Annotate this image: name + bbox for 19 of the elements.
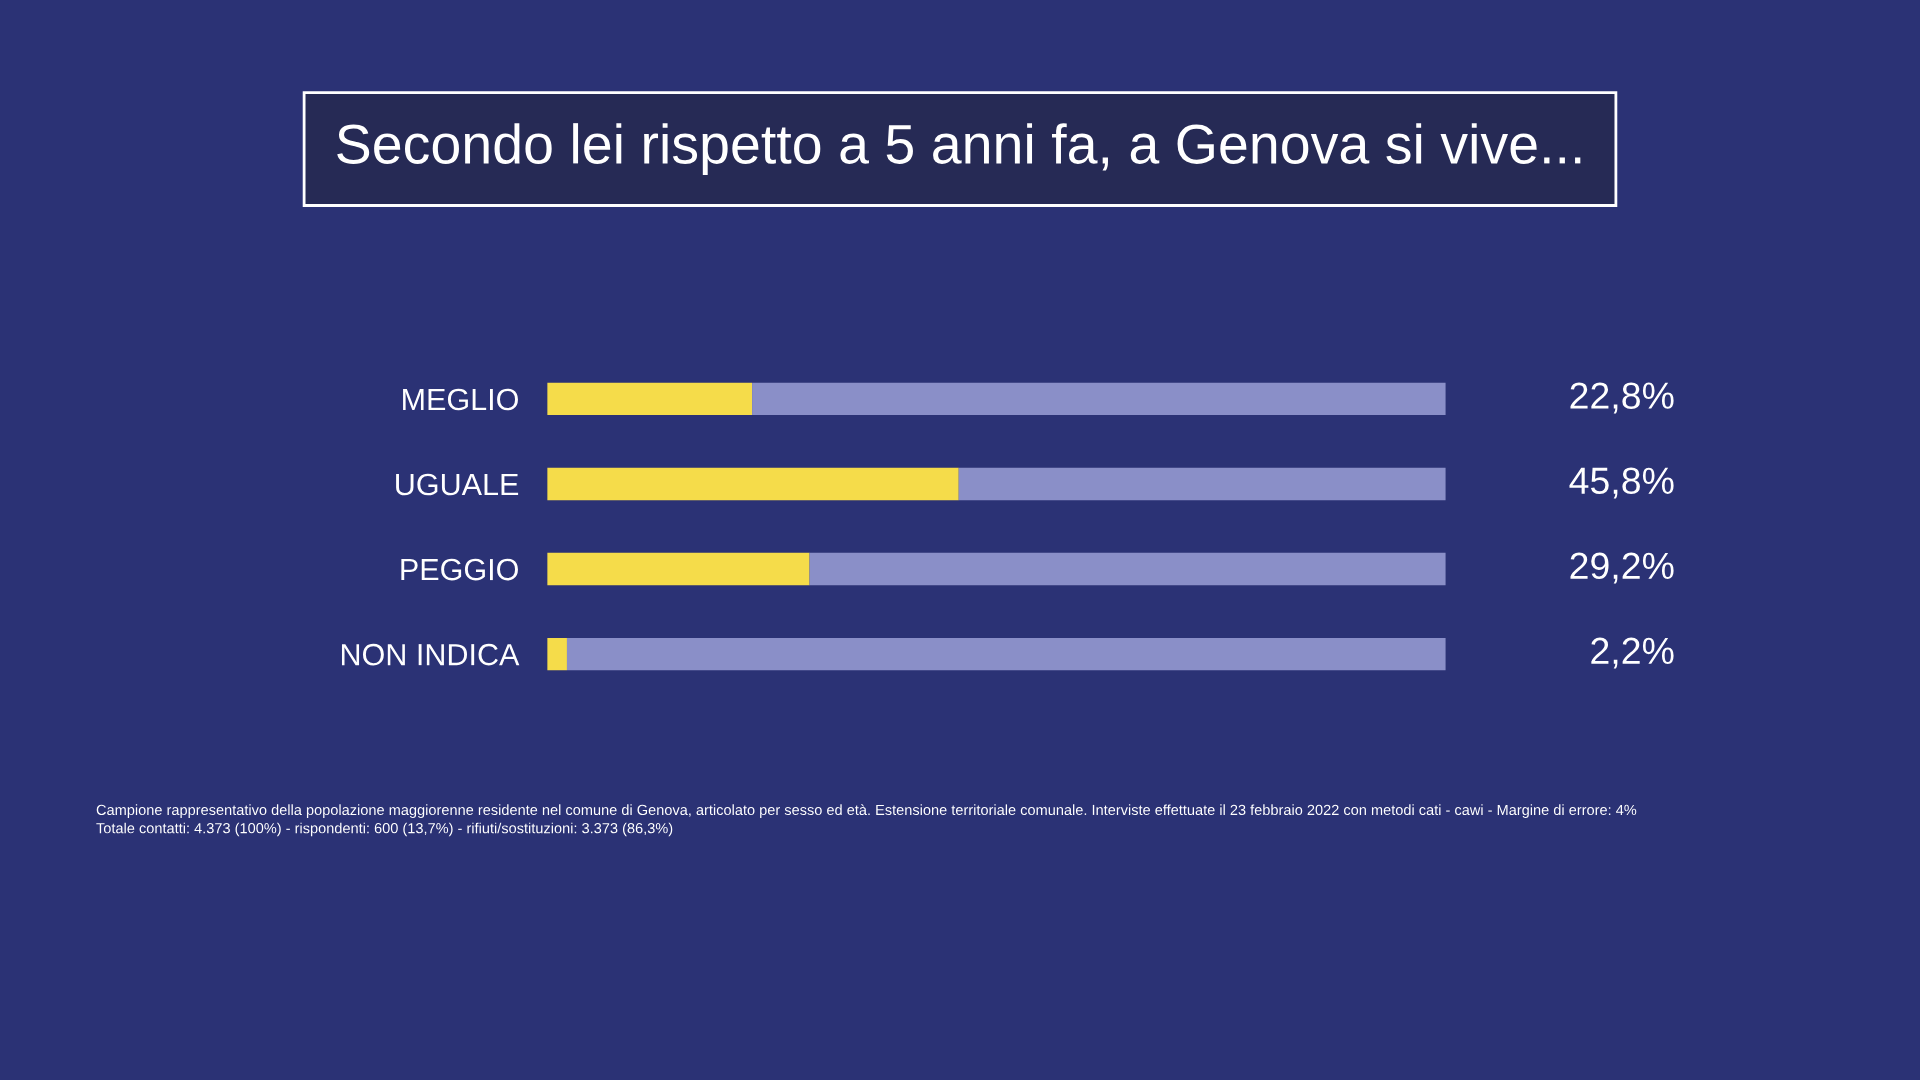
y-tick-label: MEGLIO — [403, 388, 518, 411]
bar — [547, 637, 567, 671]
y-tick-label: UGUALE — [396, 473, 519, 496]
y-tick-label: PEGGIO — [401, 558, 518, 581]
bar — [547, 552, 810, 586]
y-tick-label: NON INDICA — [341, 643, 520, 666]
data-label: 29,2% — [1570, 552, 1674, 584]
bar — [752, 382, 1446, 416]
bar — [547, 382, 753, 416]
bar — [809, 552, 1446, 586]
chart-title: Secondo lei rispetto a 5 anni fa, a Genova si vive... — [337, 123, 1581, 175]
data-label: 2,2% — [1591, 637, 1674, 669]
text: Totale contatti: 4.373 (100%) - rispondenti: 600 (13,7%) - rifiuti/sostituzioni: 3.373 (86,3%) — [96, 822, 673, 837]
bar — [547, 467, 959, 501]
data-label: 45,8% — [1569, 467, 1674, 499]
bar — [958, 467, 1446, 501]
bar — [566, 637, 1446, 671]
text: Campione rappresentativo della popolazione maggiorenne residente nel comune di Genova, articolato per sesso ed età. Estensione territoriale comunale. Interviste effettuate il 23 febbraio 2022 con metodi cati - cawi - Margine di errore: 4% — [96, 804, 1637, 818]
data-label: 22,8% — [1570, 382, 1674, 414]
